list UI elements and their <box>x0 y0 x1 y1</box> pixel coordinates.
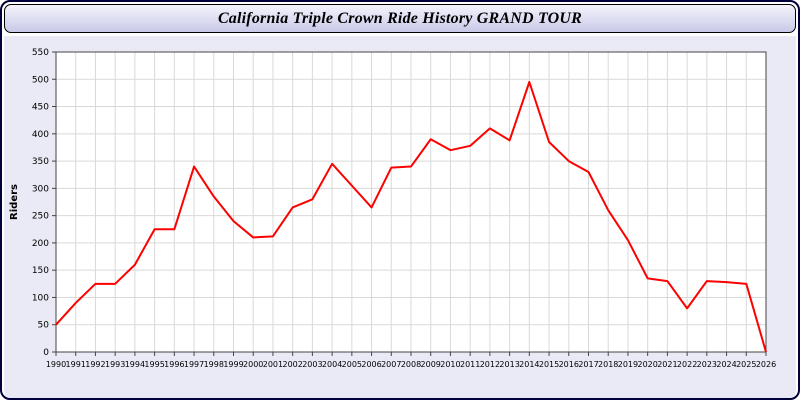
x-tick-label: 2001 <box>263 360 283 369</box>
x-tick-label: 1997 <box>184 360 204 369</box>
x-tick-label: 2006 <box>361 360 381 369</box>
x-tick-label: 2000 <box>243 360 263 369</box>
x-tick-label: 2018 <box>598 360 618 369</box>
chart-title: California Triple Crown Ride History GRA… <box>217 9 583 27</box>
plot-border <box>55 51 767 353</box>
y-tick-label: 400 <box>32 130 49 140</box>
y-tick-label: 500 <box>32 75 49 85</box>
x-tick-label: 2017 <box>578 360 598 369</box>
x-tick-label: 2021 <box>657 360 677 369</box>
x-tick-label: 2015 <box>539 360 559 369</box>
y-tick-label: 150 <box>32 266 49 276</box>
x-tick-label: 2003 <box>302 360 322 369</box>
x-tick-label: 2008 <box>401 360 421 369</box>
x-tick-label: 2012 <box>480 360 500 369</box>
x-tick-label: 2013 <box>499 360 519 369</box>
x-tick-label: 2010 <box>440 360 460 369</box>
x-tick-label: 2007 <box>381 360 401 369</box>
y-tick-label: 200 <box>32 239 49 249</box>
x-tick-label: 2023 <box>697 360 717 369</box>
x-tick-label: 2025 <box>736 360 756 369</box>
x-tick-label: 1990 <box>46 360 66 369</box>
x-tick-label: 2009 <box>421 360 441 369</box>
x-tick-label: 1993 <box>105 360 125 369</box>
x-tick-label: 2024 <box>716 360 736 369</box>
y-tick-label: 100 <box>32 293 49 303</box>
riders-line-series <box>55 81 767 353</box>
x-tick-label: 2005 <box>342 360 362 369</box>
y-tick-label: 250 <box>32 212 49 222</box>
x-tick-label: 2011 <box>460 360 480 369</box>
y-tick-label: 550 <box>32 48 49 58</box>
y-tick-label: 0 <box>43 348 49 358</box>
x-tick-label: 2014 <box>519 360 539 369</box>
x-tick-label: 2016 <box>559 360 579 369</box>
x-tick-label: 2020 <box>637 360 657 369</box>
y-tick-label: 450 <box>32 103 49 113</box>
x-tick-label: 2022 <box>677 360 697 369</box>
title-bar: California Triple Crown Ride History GRA… <box>4 4 796 33</box>
x-tick-label: 1995 <box>144 360 164 369</box>
y-axis-title: Riders <box>9 184 20 220</box>
x-tick-label: 2026 <box>756 360 776 369</box>
x-tick-label: 1992 <box>85 360 105 369</box>
y-tick-label: 350 <box>32 157 49 167</box>
x-tick-label: 1998 <box>204 360 224 369</box>
y-tick-label: 300 <box>32 184 49 194</box>
x-tick-label: 2019 <box>618 360 638 369</box>
x-tick-label: 1999 <box>223 360 243 369</box>
y-tick-label: 50 <box>38 321 50 331</box>
chart-panel: 0 50 100 150 200 250 300 350 400 450 500 550 1990 199… <box>4 36 796 398</box>
x-tick-label: 1994 <box>125 360 145 369</box>
x-tick-label: 2002 <box>282 360 302 369</box>
x-tick-label: 1991 <box>66 360 86 369</box>
x-tick-label: 1996 <box>164 360 184 369</box>
x-tick-label: 2004 <box>322 360 342 369</box>
